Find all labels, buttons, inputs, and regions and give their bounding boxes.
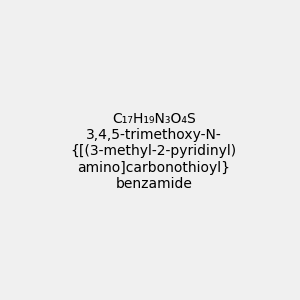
Text: C₁₇H₁₉N₃O₄S
3,4,5-trimethoxy-N-
{[(3-methyl-2-pyridinyl)
amino]carbonothioyl}
be: C₁₇H₁₉N₃O₄S 3,4,5-trimethoxy-N- {[(3-met…: [71, 112, 237, 191]
